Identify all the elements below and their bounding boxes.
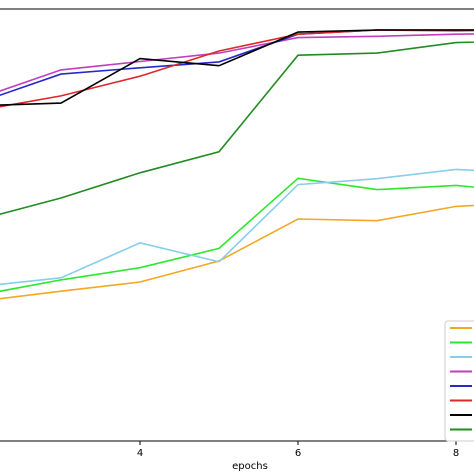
x-tick-label: 8 [453,448,459,459]
series-line-2 [0,177,474,293]
series-line-7 [0,29,474,106]
x-tick-label: 4 [137,448,143,459]
legend-box [444,320,474,442]
x-axis-label: epochs [232,461,268,472]
series-line-4 [0,33,474,92]
x-tick-label: 6 [295,448,301,459]
series-lines [0,29,474,300]
legend [444,320,474,442]
series-line-8 [0,41,474,216]
x-axis: 4 6 8 [137,441,459,459]
plot-area [0,8,474,442]
series-line-3 [0,168,474,286]
